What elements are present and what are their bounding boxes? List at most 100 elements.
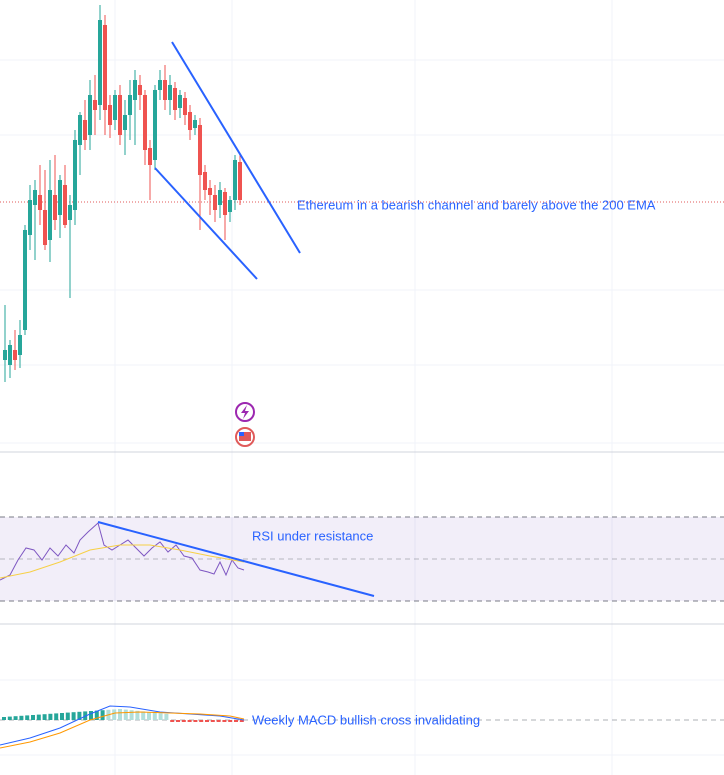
candle-body [58,180,62,215]
candle-body [138,85,142,95]
histogram-bar [2,717,6,720]
candle-body [28,200,32,235]
candle-body [193,120,197,128]
histogram-bar [135,710,140,720]
histogram-bar [7,716,12,720]
candle-body [133,80,137,100]
rsi-line [0,522,245,581]
candle-body [153,90,157,160]
candle-body [83,120,87,140]
histogram-bar [205,720,209,722]
candle-body [213,195,217,210]
candle-body [123,115,127,130]
candle-body [23,230,27,330]
candle-body [68,205,72,220]
histogram-bar [170,720,175,722]
lightning [241,405,249,419]
candle-body [93,100,97,110]
candle-body [88,95,92,135]
candle-body [53,195,57,220]
histogram-bar [187,720,192,722]
candle-body [128,95,132,115]
histogram-bar [65,712,70,720]
channel-bottom [154,167,258,280]
macd-line [0,705,245,746]
candle-body [173,88,177,110]
candle-body [148,148,152,165]
histogram-bar [234,720,238,722]
rsi-ma [0,544,245,579]
rsi-annotation: RSI under resistance [252,528,373,543]
histogram-bar [94,710,99,720]
rsi-trendline [97,521,375,597]
candle-body [198,125,202,175]
channel-top [171,41,301,254]
candle-body [203,172,207,190]
histogram-bar [60,713,64,720]
histogram-bar [123,709,128,720]
histogram-bar [147,712,151,720]
candle-body [183,98,187,115]
candle-body [103,25,107,110]
candle-body [8,345,12,365]
candle-body [108,105,112,125]
candle-body [48,190,52,240]
candle-body [163,80,167,100]
histogram-bar [141,711,146,720]
candle-body [73,140,77,210]
histogram-bar [77,711,82,720]
histogram-bar [129,710,134,720]
candle-body [228,200,232,212]
candle-body [238,162,242,200]
flag [239,432,251,441]
candle-body [218,190,222,205]
candle-body [38,195,42,210]
candle-body [118,95,122,135]
histogram-bar [193,720,198,722]
candle-body [233,160,237,200]
candle-body [78,115,82,145]
histogram-bar [25,715,30,720]
histogram-bar [54,713,59,720]
candle-body [168,85,172,100]
candle-body [63,185,67,225]
histogram-bar [48,713,53,720]
candle-body [143,95,147,150]
candle-body [18,335,22,355]
histogram-bar [239,720,244,722]
histogram-bar [71,712,76,720]
histogram-bar [100,710,105,720]
histogram-bar [118,709,122,720]
candle-body [158,80,162,90]
histogram-bar [164,713,169,720]
candle-body [223,192,227,215]
candle-body [113,95,117,120]
histogram-bar [228,720,233,722]
histogram-bar [36,714,41,720]
histogram-bar [13,716,18,720]
histogram-bar [222,720,227,722]
event-icons[interactable] [235,402,255,447]
price-annotation: Ethereum in a bearish channel and barely… [297,197,656,212]
histogram-bar [19,715,24,720]
histogram-bar [176,720,180,722]
candle-body [3,350,7,360]
candle-body [43,210,47,245]
signal-line [0,711,245,749]
histogram-bar [112,709,117,720]
histogram-bar [216,720,221,722]
histogram-bar [152,712,157,720]
candle-body [13,350,17,360]
histogram-bar [158,713,163,720]
histogram-bar [89,711,93,720]
histogram-bar [42,714,47,720]
macd-annotation: Weekly MACD bullish cross invalidating [252,712,480,727]
histogram-bar [31,715,35,720]
candle-body [33,190,37,205]
candles [3,5,242,382]
flag-canton [239,432,244,436]
candle-body [208,188,212,195]
histogram-bar [181,720,186,722]
histogram-bar [210,720,215,722]
